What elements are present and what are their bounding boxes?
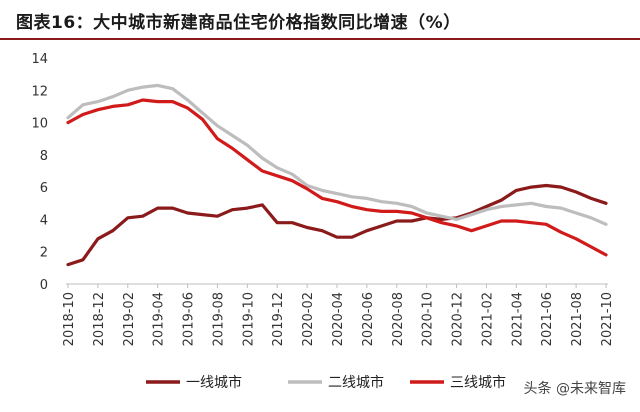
- x-tick-label: 2020-12: [451, 292, 466, 346]
- y-tick-label: 12: [31, 84, 48, 99]
- x-tick-label: 2020-04: [331, 292, 346, 346]
- chart-title: 图表16：大中城市新建商品住宅价格指数同比增速（%）: [16, 13, 461, 33]
- series-lines: [66, 83, 608, 267]
- y-tick-label: 4: [40, 213, 48, 228]
- x-tick-label: 2020-02: [301, 292, 316, 346]
- x-tick-label: 2021-06: [540, 292, 555, 346]
- line-chart: 0 2 4 6 8 10 12 14 2018-10 2018-12 2019-02 2019-04…: [31, 52, 615, 391]
- y-tick-label: 0: [40, 278, 48, 293]
- x-tick-label: 2019-12: [271, 292, 286, 346]
- x-tick-label: 2019-04: [152, 292, 167, 346]
- x-tick-label: 2021-08: [570, 292, 585, 346]
- legend-label: 三线城市: [450, 374, 506, 391]
- x-tick-label: 2020-06: [361, 292, 376, 346]
- x-axis: 2018-10 2018-12 2019-02 2019-04 2019-06 2019-…: [62, 283, 615, 346]
- legend-label: 二线城市: [328, 374, 384, 391]
- series-line-2: [66, 83, 608, 226]
- x-tick-label: 2018-10: [62, 292, 77, 346]
- x-tick-label: 2019-02: [122, 292, 137, 346]
- series-line-3: [66, 98, 608, 257]
- y-tick-label: 8: [40, 149, 48, 164]
- watermark: 头条 @未来智库: [523, 381, 626, 397]
- x-tick-label: 2019-06: [182, 292, 197, 346]
- y-tick-label: 2: [40, 246, 48, 261]
- legend-label: 一线城市: [186, 374, 242, 391]
- x-tick-label: 2019-08: [211, 292, 226, 346]
- title-bar: 图表16：大中城市新建商品住宅价格指数同比增速（%）: [0, 0, 640, 40]
- y-tick-label: 14: [31, 52, 48, 67]
- x-tick-label: 2020-08: [391, 292, 406, 346]
- y-tick-label: 10: [31, 117, 48, 132]
- legend: 一线城市 二线城市 三线城市: [146, 374, 506, 391]
- x-tick-label: 2021-10: [600, 292, 615, 346]
- x-tick-label: 2018-12: [92, 292, 107, 346]
- x-tick-label: 2021-02: [480, 292, 495, 346]
- y-tick-label: 6: [40, 181, 48, 196]
- x-tick-label: 2021-04: [510, 292, 525, 346]
- y-axis: 0 2 4 6 8 10 12 14: [31, 52, 48, 293]
- series-line-1: [66, 183, 608, 267]
- x-tick-label: 2019-10: [241, 292, 256, 346]
- x-tick-label: 2020-10: [421, 292, 436, 346]
